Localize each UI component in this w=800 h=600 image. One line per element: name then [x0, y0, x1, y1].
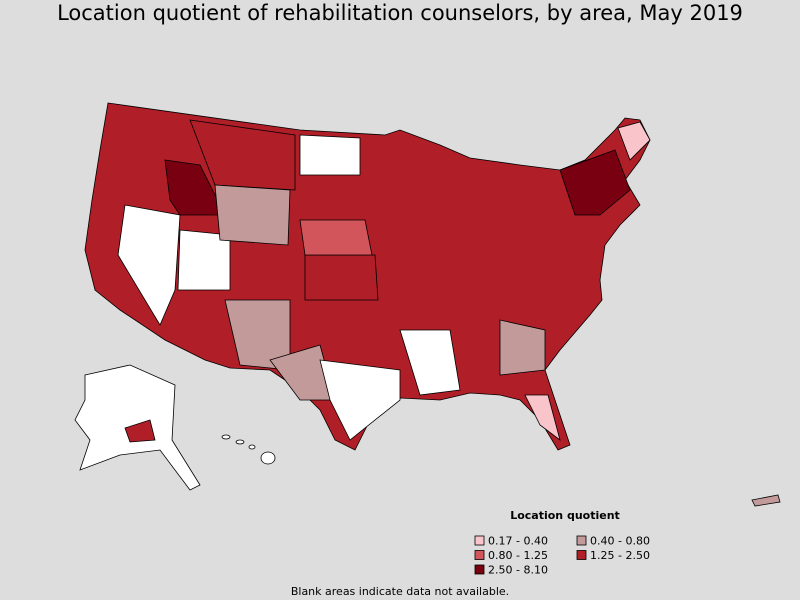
footnote: Blank areas indicate data not available. — [291, 585, 509, 598]
hawaii — [221, 434, 276, 465]
texas-east — [319, 359, 401, 441]
georgia-area — [499, 319, 546, 376]
legend-swatch — [576, 550, 587, 560]
alaska-area — [124, 419, 156, 443]
puerto-rico — [751, 494, 781, 507]
northeast — [559, 149, 631, 216]
map-title: Location quotient of rehabilitation coun… — [57, 1, 743, 25]
legend-label: 0.17 - 0.40 — [488, 535, 548, 548]
legend-swatch — [474, 564, 485, 575]
legend-label: 0.80 - 1.25 — [488, 549, 548, 562]
mississippi — [399, 329, 461, 396]
legend-swatch — [474, 535, 485, 546]
legend-label: 1.25 - 2.50 — [590, 549, 650, 562]
north-dakota — [299, 134, 361, 176]
montana — [189, 119, 296, 191]
wyoming — [214, 184, 291, 246]
legend-swatch — [474, 550, 485, 560]
florida-area — [524, 394, 561, 442]
idaho — [164, 159, 226, 216]
legend-title: Location quotient — [510, 509, 620, 522]
utah — [177, 229, 231, 291]
legend-label: 0.40 - 0.80 — [590, 535, 650, 548]
legend-swatch — [576, 535, 587, 546]
maine — [617, 121, 651, 161]
kansas — [304, 254, 379, 301]
legend: Location quotient 0.17 - 0.40 0.40 - 0.80… — [474, 509, 650, 577]
us-map — [84, 102, 651, 451]
nebraska — [299, 219, 373, 256]
legend-label: 2.50 - 8.10 — [488, 564, 548, 577]
nevada — [117, 204, 181, 326]
